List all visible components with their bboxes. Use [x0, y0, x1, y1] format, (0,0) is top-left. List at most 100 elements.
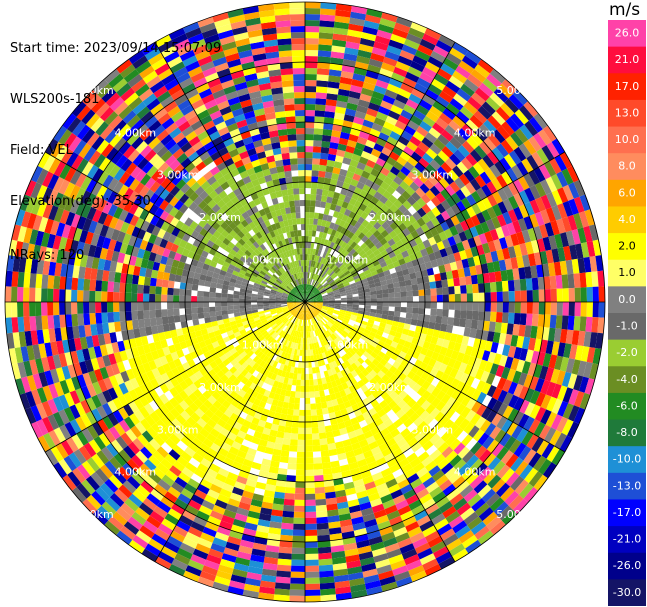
radar-gate [329, 255, 335, 262]
radar-gate [396, 270, 404, 278]
radar-gate [479, 171, 492, 185]
radar-gate [323, 208, 330, 216]
radar-gate [307, 248, 311, 255]
radar-gate [313, 463, 323, 470]
radar-gate [443, 419, 455, 431]
radar-gate [484, 168, 497, 182]
radar-gate [388, 194, 398, 204]
radar-gate [309, 305, 316, 310]
radar-gate [471, 389, 482, 401]
radar-gate [342, 157, 352, 165]
radar-gate [289, 589, 305, 596]
radar-gate [309, 218, 314, 225]
radar-gate [442, 107, 456, 121]
radar-gate [482, 511, 498, 526]
radar-gate [531, 277, 539, 291]
radar-gate [403, 323, 411, 330]
radar-gate [305, 421, 312, 428]
radar-gate [421, 168, 433, 179]
radar-gate [343, 338, 350, 345]
radar-gate [359, 323, 367, 329]
radar-gate [352, 307, 359, 311]
radar-gate [312, 439, 321, 446]
radar-gate [274, 491, 285, 499]
radar-gate [467, 237, 477, 249]
radar-gate [362, 81, 376, 91]
radar-gate [422, 254, 431, 264]
radar-gate [326, 196, 333, 204]
radar-gate [429, 315, 437, 323]
radar-gate [334, 345, 341, 353]
radar-gate [292, 535, 305, 542]
radar-gate [415, 368, 425, 378]
radar-gate [392, 125, 404, 136]
radar-gate [397, 88, 412, 99]
radar-gate [429, 449, 442, 461]
radar-gate [349, 257, 357, 265]
radar-gate [440, 404, 451, 416]
radar-gate [330, 272, 337, 278]
radar-gate [466, 194, 477, 206]
radar-gate [528, 471, 543, 487]
radar-gate [465, 119, 479, 133]
radar-gate [575, 243, 584, 259]
radar-gate [565, 259, 574, 275]
radar-gate [402, 394, 412, 404]
radar-gate [319, 390, 325, 397]
radar-gate [295, 469, 305, 476]
radar-gate [416, 77, 431, 89]
radar-gate [454, 293, 461, 302]
radar-gate [155, 317, 163, 326]
radar-gate [314, 116, 325, 123]
radar-gate [426, 210, 436, 221]
radar-gate [481, 407, 493, 420]
radar-gate [382, 302, 389, 307]
radar-gate [372, 390, 381, 400]
radar-gate [390, 341, 399, 349]
radar-gate [289, 439, 298, 446]
radar-gate [393, 418, 404, 429]
radar-gate [310, 248, 314, 255]
radar-gate [357, 310, 365, 315]
radar-gate [53, 314, 61, 329]
radar-gate [495, 365, 505, 378]
radar-gate [510, 233, 520, 247]
radar-gate [360, 150, 371, 160]
radar-gate [457, 128, 471, 141]
radar-gate [511, 425, 524, 440]
radar-gate [381, 265, 389, 272]
radar-gate [368, 315, 376, 321]
radar-gate [410, 166, 422, 178]
radar-gate [308, 292, 313, 298]
radar-gate [510, 357, 520, 371]
radar-gate [372, 366, 381, 375]
radar-gate [356, 181, 365, 190]
radar-gate [292, 541, 305, 548]
radar-gate [71, 302, 78, 315]
radar-gate [417, 242, 426, 251]
radar-gate [350, 314, 358, 319]
radar-gate [464, 364, 473, 376]
radar-gate [510, 257, 519, 270]
radar-gate [324, 171, 333, 179]
radar-gate [493, 88, 509, 103]
radar-gate [383, 269, 391, 276]
radar-gate [403, 274, 411, 281]
radar-gate [434, 181, 445, 193]
radar-gate [501, 79, 518, 95]
radar-gate [495, 482, 511, 498]
radar-gate [367, 279, 375, 285]
radar-gate [528, 170, 541, 185]
radar-gate [417, 313, 425, 321]
radar-gate [5, 286, 12, 302]
radar-gate [350, 329, 357, 335]
radar-gate [305, 200, 311, 207]
radar-gate [305, 463, 314, 470]
radar-gate [403, 417, 414, 428]
radar-gate [305, 517, 317, 524]
radar-gate [433, 45, 449, 58]
radar-gate [424, 302, 431, 309]
radar-gate [449, 493, 464, 506]
radar-gate [417, 420, 428, 432]
radar-gate [436, 390, 446, 401]
